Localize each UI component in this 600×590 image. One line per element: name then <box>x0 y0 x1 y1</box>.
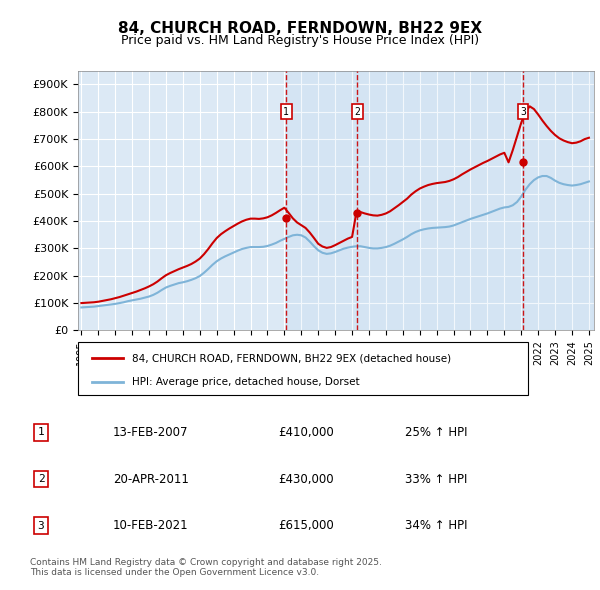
Text: £430,000: £430,000 <box>278 473 334 486</box>
Text: HPI: Average price, detached house, Dorset: HPI: Average price, detached house, Dors… <box>132 377 359 387</box>
FancyBboxPatch shape <box>78 342 528 395</box>
Text: Price paid vs. HM Land Registry's House Price Index (HPI): Price paid vs. HM Land Registry's House … <box>121 34 479 47</box>
Text: 84, CHURCH ROAD, FERNDOWN, BH22 9EX (detached house): 84, CHURCH ROAD, FERNDOWN, BH22 9EX (det… <box>132 353 451 363</box>
Text: 13-FEB-2007: 13-FEB-2007 <box>113 426 188 439</box>
Text: 34% ↑ HPI: 34% ↑ HPI <box>406 519 468 532</box>
Text: 10-FEB-2021: 10-FEB-2021 <box>113 519 188 532</box>
Text: 20-APR-2011: 20-APR-2011 <box>113 473 188 486</box>
Text: 3: 3 <box>38 521 44 531</box>
Text: 1: 1 <box>283 107 289 117</box>
Text: £410,000: £410,000 <box>278 426 334 439</box>
Text: 25% ↑ HPI: 25% ↑ HPI <box>406 426 468 439</box>
Bar <box>523 71 593 330</box>
Text: 1: 1 <box>38 427 44 437</box>
Text: 2: 2 <box>354 107 360 117</box>
Bar <box>357 71 523 330</box>
Text: £615,000: £615,000 <box>278 519 334 532</box>
Text: 2: 2 <box>38 474 44 484</box>
Bar <box>286 71 357 330</box>
Text: 33% ↑ HPI: 33% ↑ HPI <box>406 473 468 486</box>
Text: Contains HM Land Registry data © Crown copyright and database right 2025.
This d: Contains HM Land Registry data © Crown c… <box>30 558 382 577</box>
Text: 3: 3 <box>520 107 526 117</box>
Text: 84, CHURCH ROAD, FERNDOWN, BH22 9EX: 84, CHURCH ROAD, FERNDOWN, BH22 9EX <box>118 21 482 35</box>
